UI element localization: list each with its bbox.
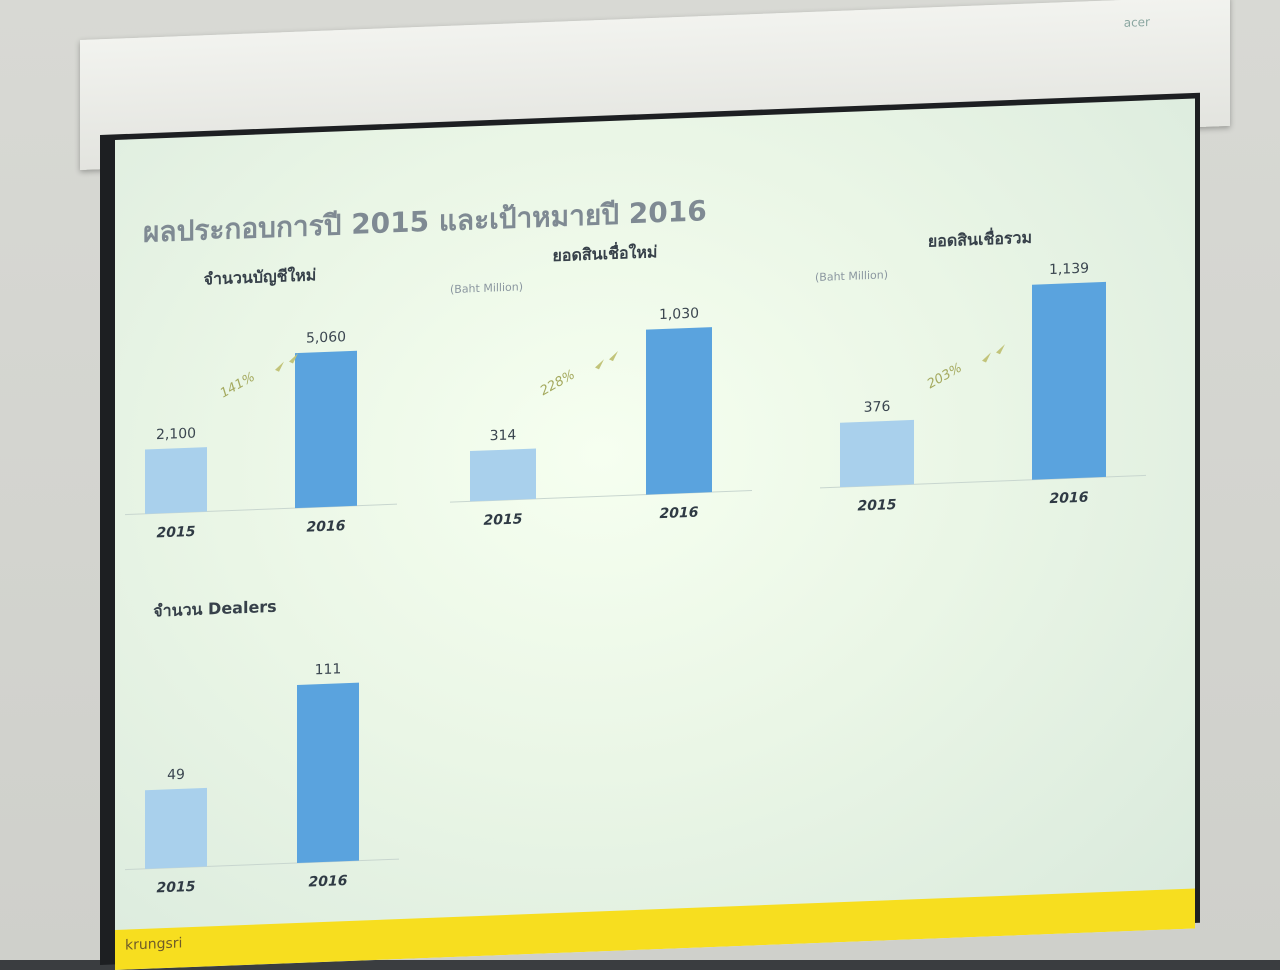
chart-1-bar-2015 — [145, 447, 207, 514]
chart-2-bar-2016 — [646, 327, 712, 495]
chart-1-bar-2016 — [295, 350, 357, 509]
chart-2-value-label-2016: 1,030 — [659, 306, 699, 324]
chart-3-x-label-2015: 2015 — [858, 497, 897, 515]
chart-2-value-label-2015: 314 — [490, 427, 517, 444]
chart-4-x-label-2016: 2016 — [309, 873, 348, 891]
bar-charts-panel: จำนวนบัญชีใหม่ 2,100 2015 5,060 2016 141% ยอดส… — [125, 226, 1146, 897]
chart-1-value-label-2016: 5,060 — [306, 329, 346, 347]
chart-3-value-label-2015: 376 — [864, 399, 891, 416]
chart-3-value-label-2016: 1,139 — [1049, 261, 1089, 279]
chart-4-bar-2016 — [297, 682, 359, 864]
presentation-slide: ผลประกอบการปี 2015 และเป้าหมายปี 2016 จำ… — [115, 98, 1195, 970]
chart-3-unit: (Baht Million) — [815, 268, 888, 284]
chart-1-title: จำนวนบัญชีใหม่ — [204, 265, 317, 289]
chart-1-growth-arrow-icon-2 — [289, 353, 298, 364]
chart-3-growth-label: 203% — [925, 360, 965, 392]
chart-3-bar-2016 — [1032, 281, 1106, 480]
krungsri-logo: krungsri — [125, 935, 183, 954]
chart-2-unit: (Baht Million) — [450, 280, 523, 296]
chart-3-title: ยอดสินเชื่อรวม — [928, 226, 1032, 251]
chart-1-x-label-2015: 2015 — [157, 524, 196, 542]
chart-4-x-label-2015: 2015 — [157, 879, 196, 897]
chart-3-growth-arrow-icon-1 — [982, 352, 991, 363]
chart-2-growth-label: 228% — [538, 367, 578, 399]
chart-2-growth-arrow-icon-2 — [609, 350, 618, 362]
chart-4-title: จำนวน Dealers — [153, 597, 276, 621]
chart-4-bar-2015 — [145, 787, 207, 869]
chart-3-x-label-2016: 2016 — [1050, 490, 1089, 508]
chart-1-x-label-2016: 2016 — [307, 518, 346, 536]
chart-4-value-label-2015: 49 — [167, 767, 185, 784]
chart-3-bar-2015 — [840, 419, 914, 488]
chart-1-growth-arrow-icon-1 — [275, 361, 284, 372]
chart-2-x-label-2016: 2016 — [660, 505, 699, 523]
chart-2-title: ยอดสินเชื่อใหม่ — [553, 240, 658, 265]
projector-brand-logo: acer — [1123, 14, 1150, 30]
chart-1-growth-label: 141% — [218, 370, 258, 402]
chart-2-x-label-2015: 2015 — [484, 511, 523, 529]
chart-4-value-label-2016: 111 — [315, 661, 342, 678]
chart-2-bar-2015 — [470, 448, 536, 502]
chart-1-value-label-2015: 2,100 — [156, 426, 196, 444]
chart-3-growth-arrow-icon-2 — [996, 344, 1005, 355]
chart-2-growth-arrow-icon-1 — [595, 359, 604, 370]
